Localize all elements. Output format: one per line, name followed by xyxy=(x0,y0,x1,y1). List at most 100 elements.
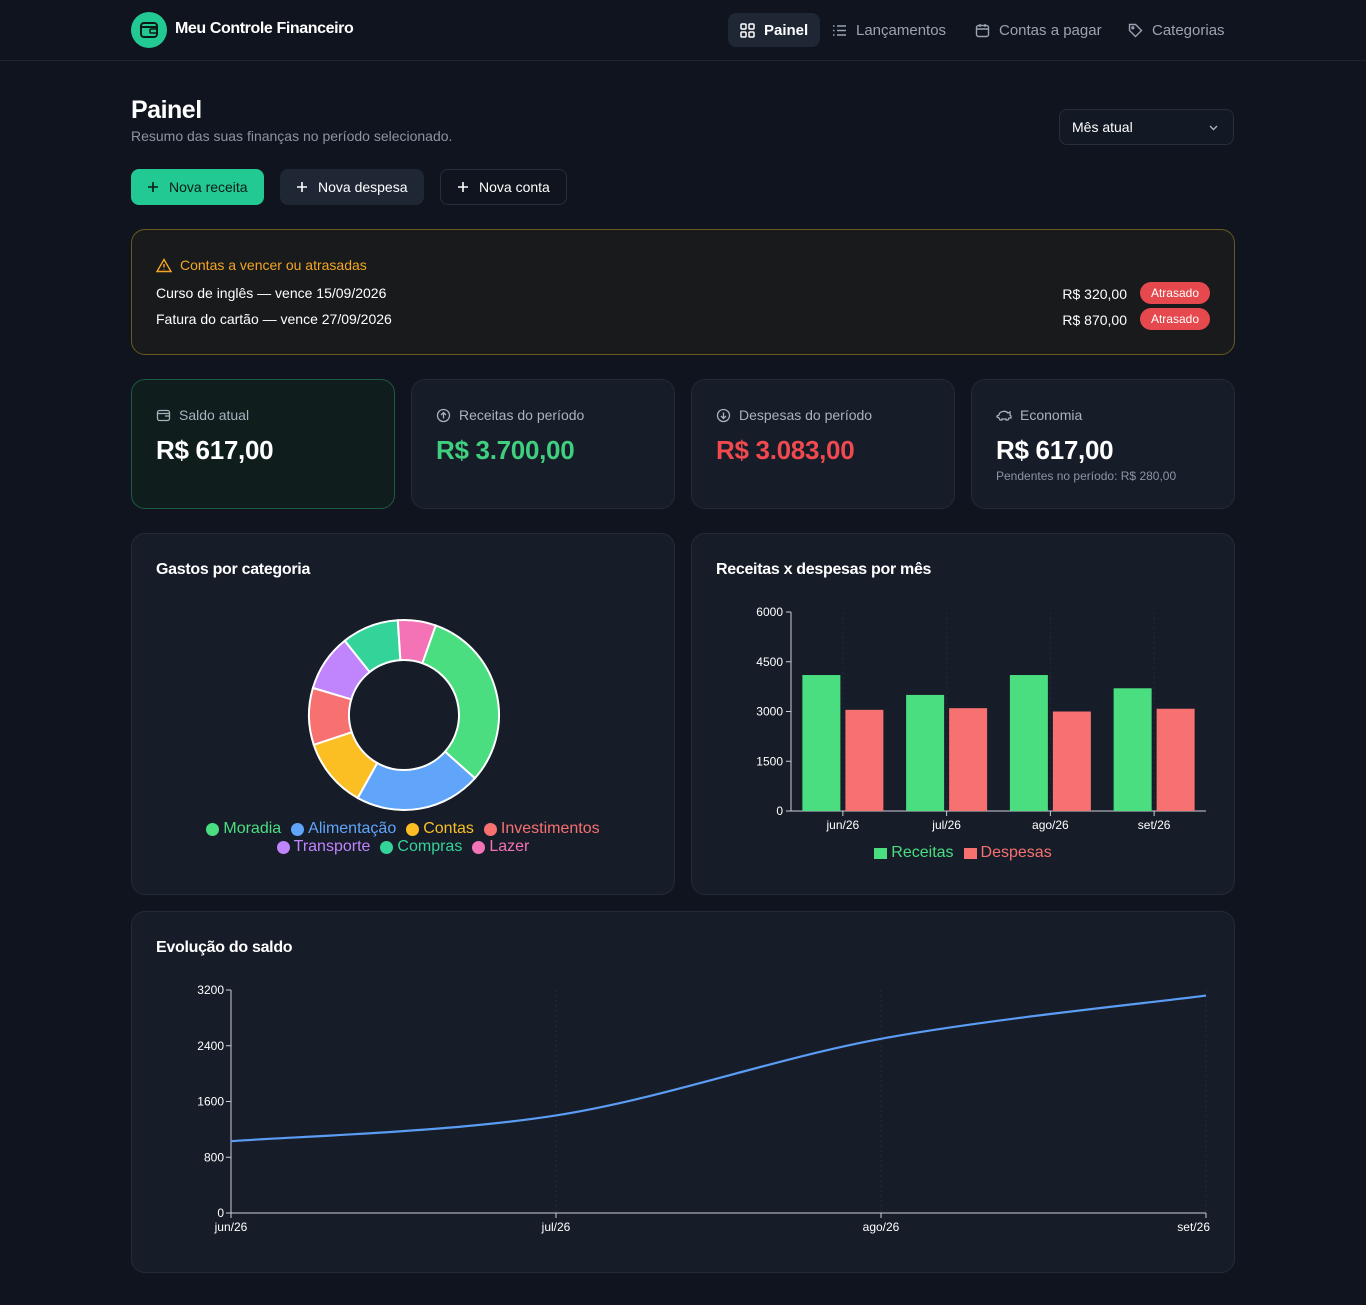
nav-contas-a-pagar[interactable]: Contas a pagar xyxy=(963,13,1114,47)
bar-receitas[interactable] xyxy=(802,675,841,811)
page-title: Painel xyxy=(131,96,202,124)
card-saldo-atual: Saldo atual R$ 617,00 xyxy=(131,379,395,509)
arrow-up-circle-icon xyxy=(436,408,451,423)
alert-title: Contas a vencer ou atrasadas xyxy=(155,257,367,273)
legend-item[interactable]: Lazer xyxy=(472,838,529,856)
calendar-icon xyxy=(975,23,990,38)
period-select[interactable]: Mês atual xyxy=(1059,109,1234,145)
chart-title: Evolução do saldo xyxy=(156,939,293,956)
card-label: Saldo atual xyxy=(179,407,250,423)
legend-label: Compras xyxy=(397,838,463,855)
y-tick-label: 1600 xyxy=(197,1095,224,1109)
card-value: R$ 3.700,00 xyxy=(436,435,575,465)
x-tick-label: ago/26 xyxy=(863,1220,900,1234)
x-tick-label: jun/26 xyxy=(826,818,860,832)
balance-line[interactable] xyxy=(230,994,1207,1143)
line-chart: 0 800 1600 2400 3200 jun/26 jul/26 ago/26 set/26 xyxy=(197,983,1210,1234)
legend-item[interactable]: Contas xyxy=(406,820,474,838)
donut-slice[interactable] xyxy=(421,624,500,780)
new-income-button[interactable]: Nova receita xyxy=(131,169,264,205)
legend-swatch xyxy=(276,840,290,854)
legend-swatch xyxy=(874,847,888,859)
new-account-label: Nova conta xyxy=(479,179,550,195)
nav-contas-label: Contas a pagar xyxy=(999,21,1102,39)
panel-evolucao-saldo: Evolução do saldo 0 800 1600 2400 3200 jun/26… xyxy=(131,911,1235,1273)
bar-despesas[interactable] xyxy=(949,708,988,811)
x-tick-label: jul/26 xyxy=(541,1220,571,1234)
warning-icon xyxy=(155,257,173,273)
page-subtitle: Resumo das suas finanças no período sele… xyxy=(131,128,453,144)
donut-slice[interactable] xyxy=(396,619,437,665)
card-receitas: Receitas do período R$ 3.700,00 xyxy=(411,379,675,509)
alert-item-text: Curso de inglês — vence 15/09/2026 xyxy=(156,285,387,301)
alert-title-text: Contas a vencer ou atrasadas xyxy=(180,257,367,273)
card-label: Despesas do período xyxy=(739,407,873,423)
legend-label: Lazer xyxy=(489,838,530,855)
chart-title: Gastos por categoria xyxy=(156,561,311,578)
arrow-down-circle-icon xyxy=(716,408,731,423)
bar-legend: Receitas Despesas xyxy=(716,844,1210,862)
alert-item-amount: R$ 870,00 xyxy=(1062,312,1127,328)
legend-label: Contas xyxy=(423,820,474,837)
bar-receitas[interactable] xyxy=(906,694,945,811)
y-tick-label: 800 xyxy=(204,1150,224,1164)
legend-label: Despesas xyxy=(980,844,1052,861)
legend-label: Alimentação xyxy=(308,820,397,837)
nav-categorias-label: Categorias xyxy=(1152,21,1225,39)
bar-receitas[interactable] xyxy=(1113,688,1152,811)
y-tick-label: 3000 xyxy=(756,705,783,719)
legend-label: Transporte xyxy=(293,838,371,855)
legend-item[interactable]: Compras xyxy=(380,838,462,856)
app-name[interactable]: Meu Controle Financeiro xyxy=(175,20,354,37)
y-tick-label: 2400 xyxy=(197,1039,224,1053)
grid-icon xyxy=(740,22,755,38)
legend-item[interactable]: Despesas xyxy=(963,844,1052,862)
chevron-down-icon xyxy=(1208,122,1219,133)
y-tick-label: 4500 xyxy=(756,655,783,669)
legend-item[interactable]: Alimentação xyxy=(291,820,396,838)
y-tick-label: 1500 xyxy=(756,754,783,768)
piggy-bank-icon xyxy=(996,408,1012,423)
card-despesas: Despesas do período R$ 3.083,00 xyxy=(691,379,955,509)
wallet-logo-icon[interactable] xyxy=(131,12,167,48)
y-tick-label: 6000 xyxy=(756,605,783,619)
legend-item[interactable]: Moradia xyxy=(206,820,281,838)
new-account-button[interactable]: Nova conta xyxy=(440,169,567,205)
new-income-label: Nova receita xyxy=(169,179,248,195)
card-value: R$ 617,00 xyxy=(996,435,1114,465)
x-tick-label: jul/26 xyxy=(931,818,961,832)
new-expense-button[interactable]: Nova despesa xyxy=(280,169,424,205)
bar-receitas[interactable] xyxy=(1009,675,1048,811)
card-label: Economia xyxy=(1020,407,1083,423)
y-tick-label: 0 xyxy=(217,1206,224,1220)
x-tick-label: set/26 xyxy=(1138,818,1171,832)
card-value: R$ 3.083,00 xyxy=(716,435,855,465)
legend-label: Moradia xyxy=(223,820,282,837)
legend-swatch xyxy=(483,822,497,836)
plus-icon xyxy=(147,181,159,193)
alert-item-text: Fatura do cartão — vence 27/09/2026 xyxy=(156,311,392,327)
top-navigation-bar: Meu Controle Financeiro Painel Lançament… xyxy=(0,0,1366,61)
tag-icon xyxy=(1128,23,1143,38)
legend-swatch xyxy=(406,822,420,836)
nav-painel[interactable]: Painel xyxy=(728,13,821,47)
bar-despesas[interactable] xyxy=(1052,711,1091,812)
card-label: Receitas do período xyxy=(459,407,585,423)
nav-lancamentos[interactable]: Lançamentos xyxy=(820,13,958,47)
card-note: Pendentes no período: R$ 280,00 xyxy=(996,469,1177,483)
x-tick-label: jun/26 xyxy=(214,1220,248,1234)
legend-swatch xyxy=(380,840,394,854)
panel-gastos-por-categoria: Gastos por categoria Moradia Alimentação C… xyxy=(131,533,675,895)
status-badge: Atrasado xyxy=(1139,282,1210,304)
legend-item[interactable]: Investimentos xyxy=(483,820,600,838)
legend-item[interactable]: Transporte xyxy=(276,838,371,856)
period-select-value: Mês atual xyxy=(1072,119,1133,135)
card-value: R$ 617,00 xyxy=(156,435,274,465)
legend-swatch xyxy=(291,822,305,836)
bar-despesas[interactable] xyxy=(845,709,884,811)
bar-despesas[interactable] xyxy=(1156,708,1195,811)
legend-item[interactable]: Receitas xyxy=(874,844,954,862)
wallet-icon xyxy=(156,408,171,423)
nav-categorias[interactable]: Categorias xyxy=(1116,13,1237,47)
donut-legend: Moradia Alimentação Contas Investimentos Tra… xyxy=(156,820,650,856)
